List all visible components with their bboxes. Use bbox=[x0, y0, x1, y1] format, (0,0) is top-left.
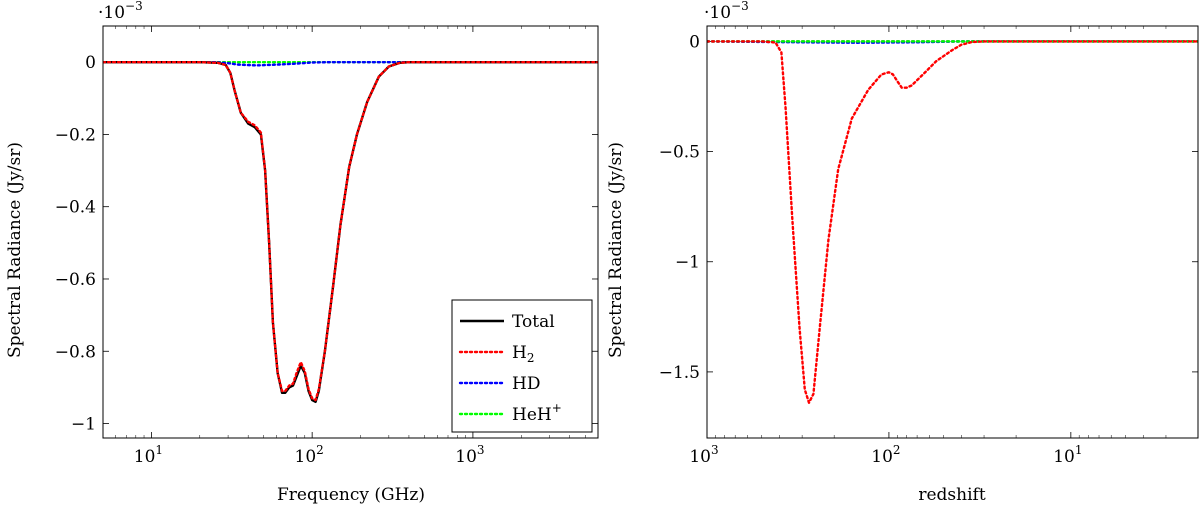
x-tick-exponent: 3 bbox=[477, 443, 485, 457]
x-tick-label: 101 bbox=[1053, 443, 1082, 467]
x-tick-base: 10 bbox=[295, 447, 317, 467]
y-tick-label: −0.6 bbox=[55, 270, 96, 290]
legend: Total H2 HD HeH+ bbox=[451, 299, 593, 433]
x-tick-exponent: 3 bbox=[711, 443, 719, 457]
y-tick-label: −1.5 bbox=[659, 363, 700, 383]
redshift-chart: redshift Spectral Radiance (Jy/sr) ·10−3… bbox=[606, 0, 1199, 505]
legend-label-text: Total bbox=[512, 312, 555, 332]
y-tick-label: −0.4 bbox=[55, 198, 96, 218]
y-axis-label: Spectral Radiance (Jy/sr) bbox=[5, 142, 25, 358]
x-tick-exponent: 2 bbox=[893, 443, 901, 457]
legend-label: HeH+ bbox=[512, 401, 562, 425]
x-tick-base: 10 bbox=[871, 447, 893, 467]
series-group bbox=[707, 40, 1198, 404]
y-tick-label: −0.5 bbox=[659, 143, 700, 163]
multiplier-base: ·10 bbox=[704, 3, 731, 23]
legend-label-text: H bbox=[512, 343, 527, 363]
x-tick-label: 101 bbox=[134, 443, 163, 467]
x-tick-exponent: 1 bbox=[1075, 443, 1083, 457]
x-axis-label: Frequency (GHz) bbox=[277, 485, 425, 505]
y-tick-label: −0.8 bbox=[55, 342, 96, 362]
y-multiplier: ·10−3 bbox=[704, 0, 749, 23]
series-line-h2 bbox=[707, 40, 1198, 404]
legend-label: H2 bbox=[512, 343, 534, 365]
y-tick-label: −0.2 bbox=[55, 125, 96, 145]
legend-label-text: HD bbox=[512, 374, 540, 394]
y-tick-label: −1 bbox=[71, 415, 96, 435]
x-tick-label: 102 bbox=[871, 443, 900, 467]
x-tick-base: 10 bbox=[689, 447, 711, 467]
legend-label: HD bbox=[512, 374, 540, 394]
frequency-chart: Frequency (GHz) Spectral Radiance (Jy/sr… bbox=[5, 0, 599, 505]
y-axis-label: Spectral Radiance (Jy/sr) bbox=[606, 142, 626, 358]
series-line-h2 bbox=[103, 60, 598, 402]
x-tick-label: 103 bbox=[455, 443, 484, 467]
y-tick-label: −1 bbox=[675, 253, 700, 273]
legend-label-sup: + bbox=[552, 401, 562, 415]
x-tick-exponent: 1 bbox=[155, 443, 163, 457]
x-tick-base: 10 bbox=[1053, 447, 1075, 467]
x-tick-base: 10 bbox=[455, 447, 477, 467]
y-tick-label: 0 bbox=[689, 32, 700, 52]
x-tick-base: 10 bbox=[134, 447, 156, 467]
x-tick-exponent: 2 bbox=[316, 443, 324, 457]
plot-frame bbox=[102, 25, 599, 439]
series-group bbox=[103, 60, 598, 404]
legend-label: Total bbox=[512, 312, 555, 332]
y-multiplier: ·10−3 bbox=[98, 0, 143, 23]
legend-label-text: HeH bbox=[512, 405, 552, 425]
x-tick-label: 103 bbox=[689, 443, 718, 467]
multiplier-exponent: −3 bbox=[731, 0, 749, 13]
y-tick-label: 0 bbox=[85, 53, 96, 73]
plot-frame bbox=[706, 25, 1199, 439]
x-axis-label: redshift bbox=[918, 485, 985, 505]
multiplier-base: ·10 bbox=[98, 3, 125, 23]
legend-label-sub: 2 bbox=[527, 351, 535, 365]
x-tick-label: 102 bbox=[295, 443, 324, 467]
multiplier-exponent: −3 bbox=[125, 0, 143, 13]
